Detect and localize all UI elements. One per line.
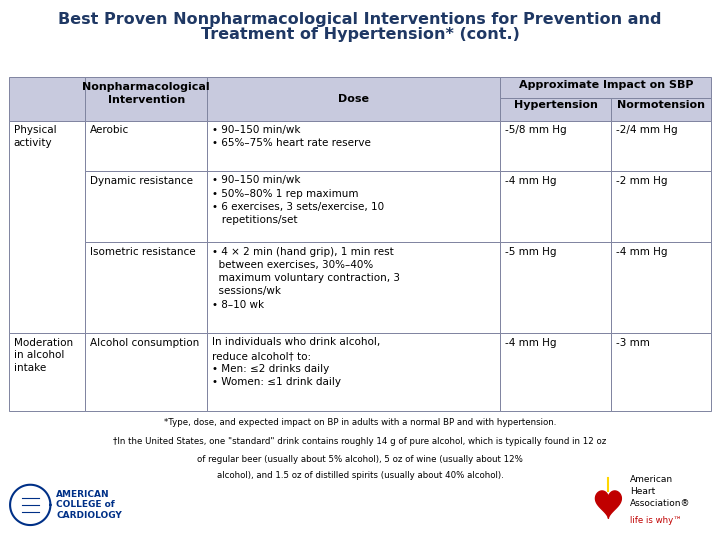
Bar [500, 98, 611, 121]
Text: Hypertension: Hypertension [513, 100, 598, 110]
Text: -2/4 mm Hg: -2/4 mm Hg [616, 125, 678, 136]
Text: life is why™: life is why™ [630, 516, 682, 524]
Text: • 90–150 min/wk
• 50%–80% 1 rep maximum
• 6 exercises, 3 sets/exercise, 10
   re: • 90–150 min/wk • 50%–80% 1 rep maximum … [212, 176, 384, 225]
Text: Dose: Dose [338, 94, 369, 104]
Text: Isometric resistance: Isometric resistance [90, 247, 196, 257]
Bar [500, 77, 711, 98]
Bar [207, 77, 500, 121]
Bar [611, 242, 711, 333]
Bar [611, 333, 711, 411]
Text: †In the United States, one "standard" drink contains roughly 14 g of pure alcoho: †In the United States, one "standard" dr… [113, 437, 607, 447]
Text: -4 mm Hg: -4 mm Hg [616, 247, 667, 257]
Text: Alcohol consumption: Alcohol consumption [90, 338, 199, 348]
Polygon shape [595, 491, 621, 518]
Bar [207, 171, 500, 242]
Bar [9, 77, 85, 121]
Bar [500, 242, 611, 333]
Bar [85, 242, 207, 333]
Bar [611, 98, 711, 121]
Text: -5 mm Hg: -5 mm Hg [505, 247, 557, 257]
Bar [9, 333, 85, 411]
Bar [500, 333, 611, 411]
Text: of regular beer (usually about 5% alcohol), 5 oz of wine (usually about 12%: of regular beer (usually about 5% alcoho… [197, 455, 523, 464]
Bar [85, 121, 207, 171]
Text: Dynamic resistance: Dynamic resistance [90, 176, 193, 186]
Text: Normotension: Normotension [617, 100, 705, 110]
Text: -4 mm Hg: -4 mm Hg [505, 176, 557, 186]
Text: Treatment of Hypertension* (cont.): Treatment of Hypertension* (cont.) [201, 27, 519, 42]
Text: Moderation
in alcohol
intake: Moderation in alcohol intake [14, 338, 73, 373]
Text: In individuals who drink alcohol,
reduce alcohol† to:
• Men: ≤2 drinks daily
• W: In individuals who drink alcohol, reduce… [212, 338, 381, 387]
Bar [85, 333, 207, 411]
Bar [207, 242, 500, 333]
Bar [611, 121, 711, 171]
Text: Aerobic: Aerobic [90, 125, 130, 136]
Text: -4 mm Hg: -4 mm Hg [505, 338, 557, 348]
Bar [611, 171, 711, 242]
Bar [500, 171, 611, 242]
Bar [207, 333, 500, 411]
Text: alcohol), and 1.5 oz of distilled spirits (usually about 40% alcohol).: alcohol), and 1.5 oz of distilled spirit… [217, 471, 503, 480]
Bar [85, 77, 207, 121]
Text: • 90–150 min/wk
• 65%–75% heart rate reserve: • 90–150 min/wk • 65%–75% heart rate res… [212, 125, 372, 148]
Text: American
Heart
Association®: American Heart Association® [630, 475, 690, 508]
Text: *Type, dose, and expected impact on BP in adults with a normal BP and with hyper: *Type, dose, and expected impact on BP i… [164, 418, 556, 427]
Text: -3 mm: -3 mm [616, 338, 649, 348]
Text: AMERICAN
COLLEGE of
CARDIOLOGY: AMERICAN COLLEGE of CARDIOLOGY [56, 490, 122, 520]
Text: Best Proven Nonpharmacological Interventions for Prevention and: Best Proven Nonpharmacological Intervent… [58, 12, 662, 27]
Text: Nonpharmacological
Intervention: Nonpharmacological Intervention [82, 82, 210, 105]
Text: -2 mm Hg: -2 mm Hg [616, 176, 667, 186]
Bar [500, 121, 611, 171]
Text: Approximate Impact on SBP: Approximate Impact on SBP [518, 80, 693, 90]
Bar [85, 171, 207, 242]
Text: Physical
activity: Physical activity [14, 125, 56, 148]
Bar [207, 121, 500, 171]
Text: • 4 × 2 min (hand grip), 1 min rest
  between exercises, 30%–40%
  maximum volun: • 4 × 2 min (hand grip), 1 min rest betw… [212, 247, 400, 309]
Text: -5/8 mm Hg: -5/8 mm Hg [505, 125, 567, 136]
Bar [9, 121, 85, 333]
